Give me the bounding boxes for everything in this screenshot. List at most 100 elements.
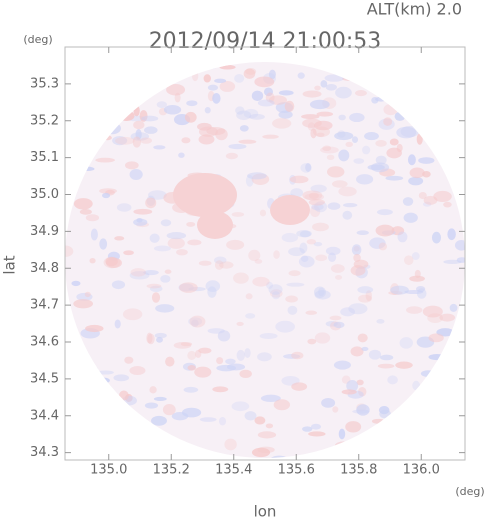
- texture: [283, 354, 301, 359]
- plot-frame: [64, 46, 466, 461]
- texture: [116, 203, 132, 212]
- texture: [291, 351, 304, 360]
- altitude-label: ALT(km) 2.0: [367, 0, 462, 19]
- texture: [272, 118, 292, 129]
- texture: [407, 154, 416, 166]
- texture: [238, 139, 257, 144]
- texture: [422, 170, 431, 178]
- texture: [76, 292, 93, 301]
- texture: [154, 332, 167, 339]
- texture: [239, 125, 249, 132]
- texture: [144, 126, 158, 134]
- texture: [371, 96, 379, 104]
- texture: [268, 69, 276, 80]
- x-tick-label: 135.8: [340, 463, 377, 478]
- texture: [85, 324, 104, 333]
- texture: [404, 255, 414, 266]
- texture: [130, 268, 146, 277]
- texture: [289, 175, 309, 184]
- texture: [270, 289, 283, 298]
- texture: [298, 255, 315, 268]
- texture: [273, 250, 280, 259]
- texture: [135, 129, 142, 140]
- texture: [422, 305, 443, 318]
- texture: [200, 62, 219, 70]
- texture: [316, 111, 334, 117]
- texture: [369, 237, 386, 249]
- texture: [291, 382, 308, 391]
- texture: [331, 180, 348, 188]
- texture: [214, 260, 224, 270]
- texture: [252, 276, 270, 287]
- texture: [378, 242, 388, 251]
- texture: [165, 356, 175, 367]
- texture: [103, 135, 112, 141]
- texture: [330, 264, 345, 273]
- texture: [111, 280, 126, 290]
- texture: [245, 175, 254, 187]
- texture: [316, 132, 325, 137]
- texture: [136, 217, 143, 223]
- texture: [239, 369, 252, 379]
- texture: [268, 95, 287, 105]
- texture: [85, 214, 100, 222]
- texture: [356, 379, 364, 386]
- texture: [395, 361, 413, 369]
- texture: [133, 120, 145, 130]
- texture: [214, 78, 227, 84]
- texture: [262, 134, 279, 139]
- texture: [89, 257, 96, 264]
- texture: [304, 193, 325, 201]
- texture: [314, 120, 333, 131]
- texture: [403, 212, 418, 223]
- texture: [299, 230, 311, 238]
- texture: [346, 380, 359, 392]
- texture: [397, 231, 408, 243]
- texture: [164, 269, 172, 274]
- texture: [300, 255, 309, 262]
- texture: [257, 99, 275, 107]
- texture: [112, 135, 128, 146]
- texture: [98, 377, 110, 384]
- texture: [281, 232, 299, 243]
- texture: [178, 152, 185, 158]
- texture: [200, 451, 210, 458]
- texture: [247, 172, 267, 180]
- texture: [265, 423, 274, 429]
- texture: [454, 239, 465, 251]
- texture: [443, 259, 462, 265]
- texture: [259, 209, 267, 217]
- texture: [133, 208, 153, 215]
- y-tick-label: 35.0: [30, 187, 59, 202]
- texture: [320, 80, 328, 88]
- texture: [114, 236, 125, 241]
- texture: [313, 286, 326, 298]
- texture: [90, 228, 98, 241]
- texture: [338, 149, 350, 162]
- texture: [312, 222, 329, 232]
- texture: [149, 285, 163, 292]
- texture: [396, 126, 417, 139]
- texture: [166, 232, 187, 240]
- texture: [244, 348, 251, 358]
- texture: [234, 73, 245, 83]
- texture: [337, 130, 346, 138]
- texture: [118, 390, 129, 401]
- texture: [206, 127, 226, 136]
- texture: [278, 90, 294, 96]
- texture: [288, 270, 301, 277]
- texture: [198, 134, 215, 145]
- texture: [313, 242, 323, 247]
- texture: [334, 131, 354, 141]
- texture: [333, 321, 345, 329]
- texture: [219, 64, 236, 70]
- texture: [309, 99, 330, 110]
- texture: [327, 202, 341, 210]
- texture: [151, 415, 167, 426]
- texture: [318, 287, 325, 297]
- texture: [287, 305, 298, 315]
- texture: [219, 81, 236, 92]
- texture: [449, 303, 458, 312]
- texture: [380, 354, 394, 361]
- texture: [375, 155, 387, 165]
